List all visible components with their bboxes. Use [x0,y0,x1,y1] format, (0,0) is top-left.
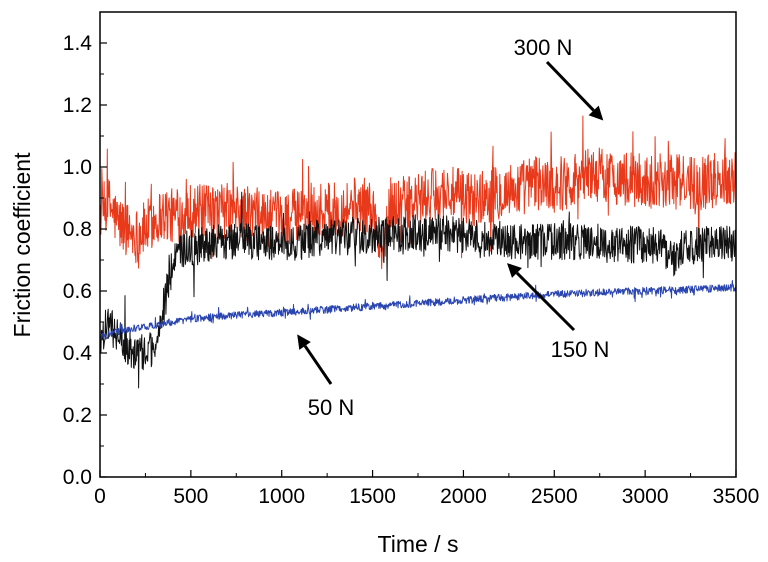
series-line-300n [99,115,737,270]
series-line-150n [99,191,737,389]
x-axis-label: Time / s [378,531,459,557]
y-tick-label: 1.0 [63,156,92,179]
y-tick-label: 1.2 [63,94,92,117]
x-tick-label: 1000 [258,485,305,508]
y-tick-label: 0.6 [63,280,92,303]
annotation-label: 300 N [514,35,573,60]
series-line-50n [99,280,737,340]
x-tick-label: 3000 [622,485,669,508]
annotation-arrows: 300 N 150 N 50 N [297,35,609,420]
series-layer [99,115,737,389]
y-axis-label: Friction coefficient [9,152,35,338]
tick-layer: 0 500 1000 1500 2000 2500 3000 3500 0.0 0.2 0.4 0.6… [63,11,760,508]
x-tick-label: 500 [173,485,208,508]
x-tick-label: 3500 [713,485,760,508]
y-tick-label: 0.8 [63,218,92,241]
annotation-arrow-head [507,263,522,278]
annotation-label: 50 N [308,395,354,420]
x-tick-label: 1500 [349,485,396,508]
x-tick-label: 0 [94,485,106,508]
y-tick-label: 0.4 [63,342,93,365]
annotation-arrow-shaft [303,345,333,385]
annotation-arrow-head [588,105,604,121]
x-tick-label: 2500 [531,485,578,508]
annotation-label: 150 N [551,337,610,362]
y-tick-label: 1.4 [63,32,93,55]
y-tick-label: 0.2 [63,404,92,427]
annotation-arrow-shaft [515,271,576,332]
x-tick-label: 2000 [440,485,487,508]
annotation-arrow-shaft [545,60,595,112]
y-tick-label: 0.0 [63,466,92,489]
annotation-arrow-head [297,334,311,350]
